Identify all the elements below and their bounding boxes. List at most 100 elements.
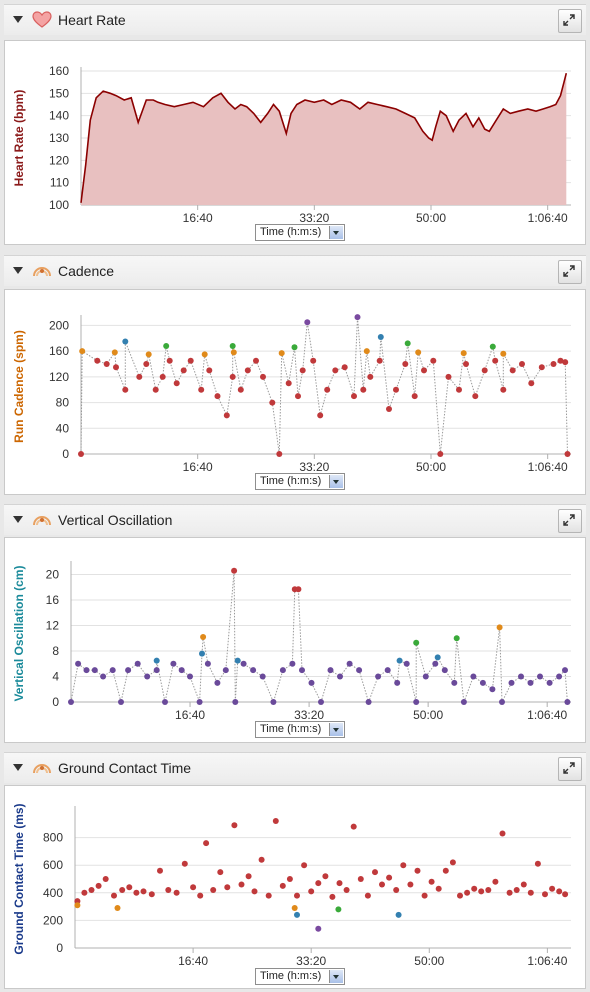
data-point [145,351,152,358]
data-point [562,667,568,674]
data-point [270,699,277,705]
data-point [500,350,507,357]
time-unit-select[interactable]: Time (h:m:s) [255,721,345,738]
data-point [231,567,238,574]
heart-rate-area [81,73,567,205]
y-axis-title: Heart Rate (bpm) [12,90,26,187]
data-point [527,679,534,686]
data-point [206,367,213,374]
data-point [463,361,469,367]
x-tick-label: 1:06:40 [527,708,567,722]
data-point [472,393,479,400]
expand-button[interactable] [558,509,582,533]
data-point [278,350,285,357]
data-point [384,667,391,674]
data-point [136,373,143,380]
data-point [178,667,185,674]
time-unit-select[interactable]: Time (h:m:s) [255,224,345,241]
data-point [190,884,197,891]
data-point [234,657,241,664]
data-point [232,699,239,705]
x-tick-label: 1:06:40 [528,211,568,225]
x-tick-label: 1:06:40 [528,460,568,474]
data-point [464,889,471,896]
chevron-down-icon [329,475,343,488]
panel-header: Vertical Oscillation [4,504,586,535]
data-point [364,892,371,899]
data-point [170,660,177,667]
data-point [153,667,160,674]
data-point [113,364,119,371]
data-point [140,888,147,895]
data-point [133,889,140,896]
expand-button[interactable] [558,260,582,284]
data-point [229,373,236,380]
data-point [197,892,204,899]
data-point [403,660,410,667]
y-tick-label: 8 [52,644,59,658]
data-point [356,667,363,674]
data-point [253,357,259,364]
collapse-icon[interactable] [13,764,23,771]
expand-icon [563,265,575,277]
vertical-oscillation-chart: 0 4 8 12 16 20 16:40 33:20 50:00 1:06:40 Vertical … [4,537,586,743]
data-point [74,898,81,905]
data-point [457,892,463,899]
data-point [564,699,571,705]
data-point [513,887,520,893]
data-point [470,673,477,680]
collapse-icon[interactable] [13,516,23,523]
y-axis-title: Ground Contact Time (ms) [12,803,26,954]
x-tick-label: 33:20 [299,460,329,474]
y-tick-label: 0 [56,941,63,955]
data-point [527,889,534,896]
y-axis-title: Vertical Oscillation (cm) [12,565,26,701]
data-point [111,892,117,899]
vertical-oscillation-plot: 0 4 8 12 16 20 16:40 33:20 50:00 1:06:40 Vertical … [12,561,571,722]
panel-ground-contact-time: Ground Contact Time 0 200 400 600 800 16:40 33… [0,746,590,992]
data-point [74,902,81,909]
runner-icon [32,759,52,777]
data-point [279,882,286,889]
data-point [496,624,503,631]
x-tick-label: 1:06:40 [527,954,567,968]
data-point [421,367,427,374]
panel-title: Cadence [58,263,115,279]
data-point [95,882,102,889]
time-unit-select[interactable]: Time (h:m:s) [255,473,345,490]
collapse-icon[interactable] [13,16,23,23]
x-tick-label: 50:00 [416,460,446,474]
data-point [550,361,557,367]
data-point [159,373,166,380]
data-point [310,357,317,364]
expand-button[interactable] [558,757,582,781]
y-tick-label: 160 [49,64,69,78]
data-point [562,359,569,366]
x-tick-label: 33:20 [296,954,326,968]
data-point [537,673,543,680]
data-point [357,876,364,882]
collapse-icon[interactable] [13,267,23,274]
x-tick-label: 16:40 [183,460,213,474]
expand-icon [563,14,575,26]
data-point [341,364,348,371]
ground-contact-time-chart: 0 200 400 600 800 16:40 33:20 50:00 1:06:40 Groun… [4,785,586,989]
data-point [499,699,505,705]
data-point [428,878,435,885]
data-point [286,876,293,882]
panel-vertical-oscillation: Vertical Oscillation 0 4 8 12 16 20 16:40 33:20… [0,498,590,743]
time-unit-select[interactable]: Time (h:m:s) [255,968,345,985]
data-point [538,364,545,371]
data-point [372,869,378,876]
data-point [68,699,74,705]
data-point [411,393,418,400]
data-point [327,667,334,674]
expand-button[interactable] [558,9,582,33]
y-tick-label: 120 [49,153,69,167]
connector-line [70,570,568,704]
data-point [386,874,393,881]
data-point [94,357,101,364]
data-point [400,862,407,869]
data-point [332,367,339,374]
data-point [435,885,442,892]
